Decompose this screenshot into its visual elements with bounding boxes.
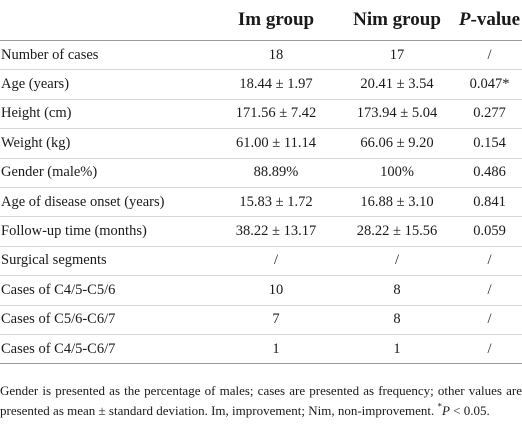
header-row: Im group Nim group P-value (0, 0, 522, 41)
table-header: Im group Nim group P-value (0, 0, 522, 41)
cell-im-group: 15.83 ± 1.72 (215, 187, 337, 218)
row-label: Cases of C4/5-C6/7 (0, 334, 215, 365)
cell-p-value: / (457, 305, 522, 335)
cell-p-value: 0.486 (457, 158, 522, 188)
cell-nim-group: 17 (337, 40, 457, 71)
table-row: Age (years) 18.44 ± 1.97 20.41 ± 3.54 0.047… (0, 69, 522, 100)
demographics-table: Im group Nim group P-value Number of cas… (0, 0, 522, 365)
cell-nim-group: 173.94 ± 5.04 (337, 99, 457, 130)
table-row: Weight (kg) 61.00 ± 11.14 66.06 ± 9.20 0.15… (0, 128, 522, 159)
row-label: Height (cm) (0, 99, 215, 130)
cell-nim-group: 28.22 ± 15.56 (337, 216, 457, 247)
cell-im-group: / (215, 246, 337, 277)
row-label: Cases of C5/6-C6/7 (0, 305, 215, 335)
cell-p-value: / (457, 246, 522, 277)
table-row: Gender (male%) 88.89% 100% 0.486 (0, 158, 522, 188)
cell-p-value: / (457, 40, 522, 71)
cell-im-group: 1 (215, 334, 337, 365)
row-label: Cases of C4/5-C5/6 (0, 275, 215, 306)
cell-p-value: 0.277 (457, 99, 522, 130)
row-label: Follow-up time (months) (0, 216, 215, 247)
header-p-letter: P (458, 9, 471, 30)
cell-im-group: 38.22 ± 13.17 (215, 216, 337, 247)
row-label: Age (years) (0, 69, 215, 100)
cell-im-group: 18.44 ± 1.97 (215, 69, 337, 100)
cell-im-group: 7 (215, 305, 337, 335)
row-label: Age of disease onset (years) (0, 187, 215, 218)
table-row: Number of cases 18 17/ (0, 40, 522, 71)
cell-p-value: 0.059 (457, 216, 522, 247)
cell-p-value: 0.841 (457, 187, 522, 218)
cell-im-group: 10 (215, 275, 337, 306)
footnote-sig-p: P (441, 402, 450, 418)
cell-im-group: 61.00 ± 11.14 (215, 128, 337, 159)
row-label: Surgical segments (0, 246, 215, 277)
cell-nim-group: 16.88 ± 3.10 (337, 187, 457, 218)
table-body: Number of cases 18 17/Age (years) 18.44 ± 1… (0, 40, 522, 365)
table-row: Age of disease onset (years) 15.83 ± 1.72… (0, 187, 522, 218)
table-row: Cases of C4/5-C5/6 10 8/ (0, 275, 522, 306)
cell-im-group: 171.56 ± 7.42 (215, 99, 337, 130)
header-blank (0, 0, 215, 41)
cell-im-group: 18 (215, 40, 337, 71)
footnote-sig-rest: < 0.05. (449, 402, 490, 418)
row-label: Number of cases (0, 40, 215, 71)
row-label: Weight (kg) (0, 128, 215, 159)
header-nim-group: Nim group (337, 0, 457, 41)
cell-p-value: / (457, 334, 522, 365)
table-footnote: Gender is presented as the percentage of… (0, 381, 522, 420)
table-row: Cases of C5/6-C6/7 7 8/ (0, 305, 522, 335)
table-row: Surgical segments / / / (0, 246, 522, 277)
header-im-group: Im group (215, 0, 337, 41)
header-p-value: P-value (457, 0, 522, 41)
cell-p-value: 0.154 (457, 128, 522, 159)
cell-p-value: / (457, 275, 522, 306)
cell-nim-group: 1 (337, 334, 457, 365)
cell-p-value: 0.047* (457, 69, 522, 100)
row-label: Gender (male%) (0, 158, 215, 188)
cell-nim-group: 8 (337, 305, 457, 335)
footnote-sig-marker: * (437, 401, 442, 412)
cell-nim-group: 100% (337, 158, 457, 188)
footnote-text: Gender is presented as the percentage of… (0, 383, 522, 418)
cell-im-group: 88.89% (215, 158, 337, 188)
cell-nim-group: 20.41 ± 3.54 (337, 69, 457, 100)
cell-nim-group: 8 (337, 275, 457, 306)
cell-nim-group: / (337, 246, 457, 277)
header-p-suffix: -value (470, 9, 521, 30)
table-row: Follow-up time (months) 38.22 ± 13.17 28.2… (0, 216, 522, 247)
table-row: Height (cm) 171.56 ± 7.42 173.94 ± 5.04 0.2… (0, 99, 522, 130)
table-row: Cases of C4/5-C6/7 1 1/ (0, 334, 522, 365)
cell-nim-group: 66.06 ± 9.20 (337, 128, 457, 159)
